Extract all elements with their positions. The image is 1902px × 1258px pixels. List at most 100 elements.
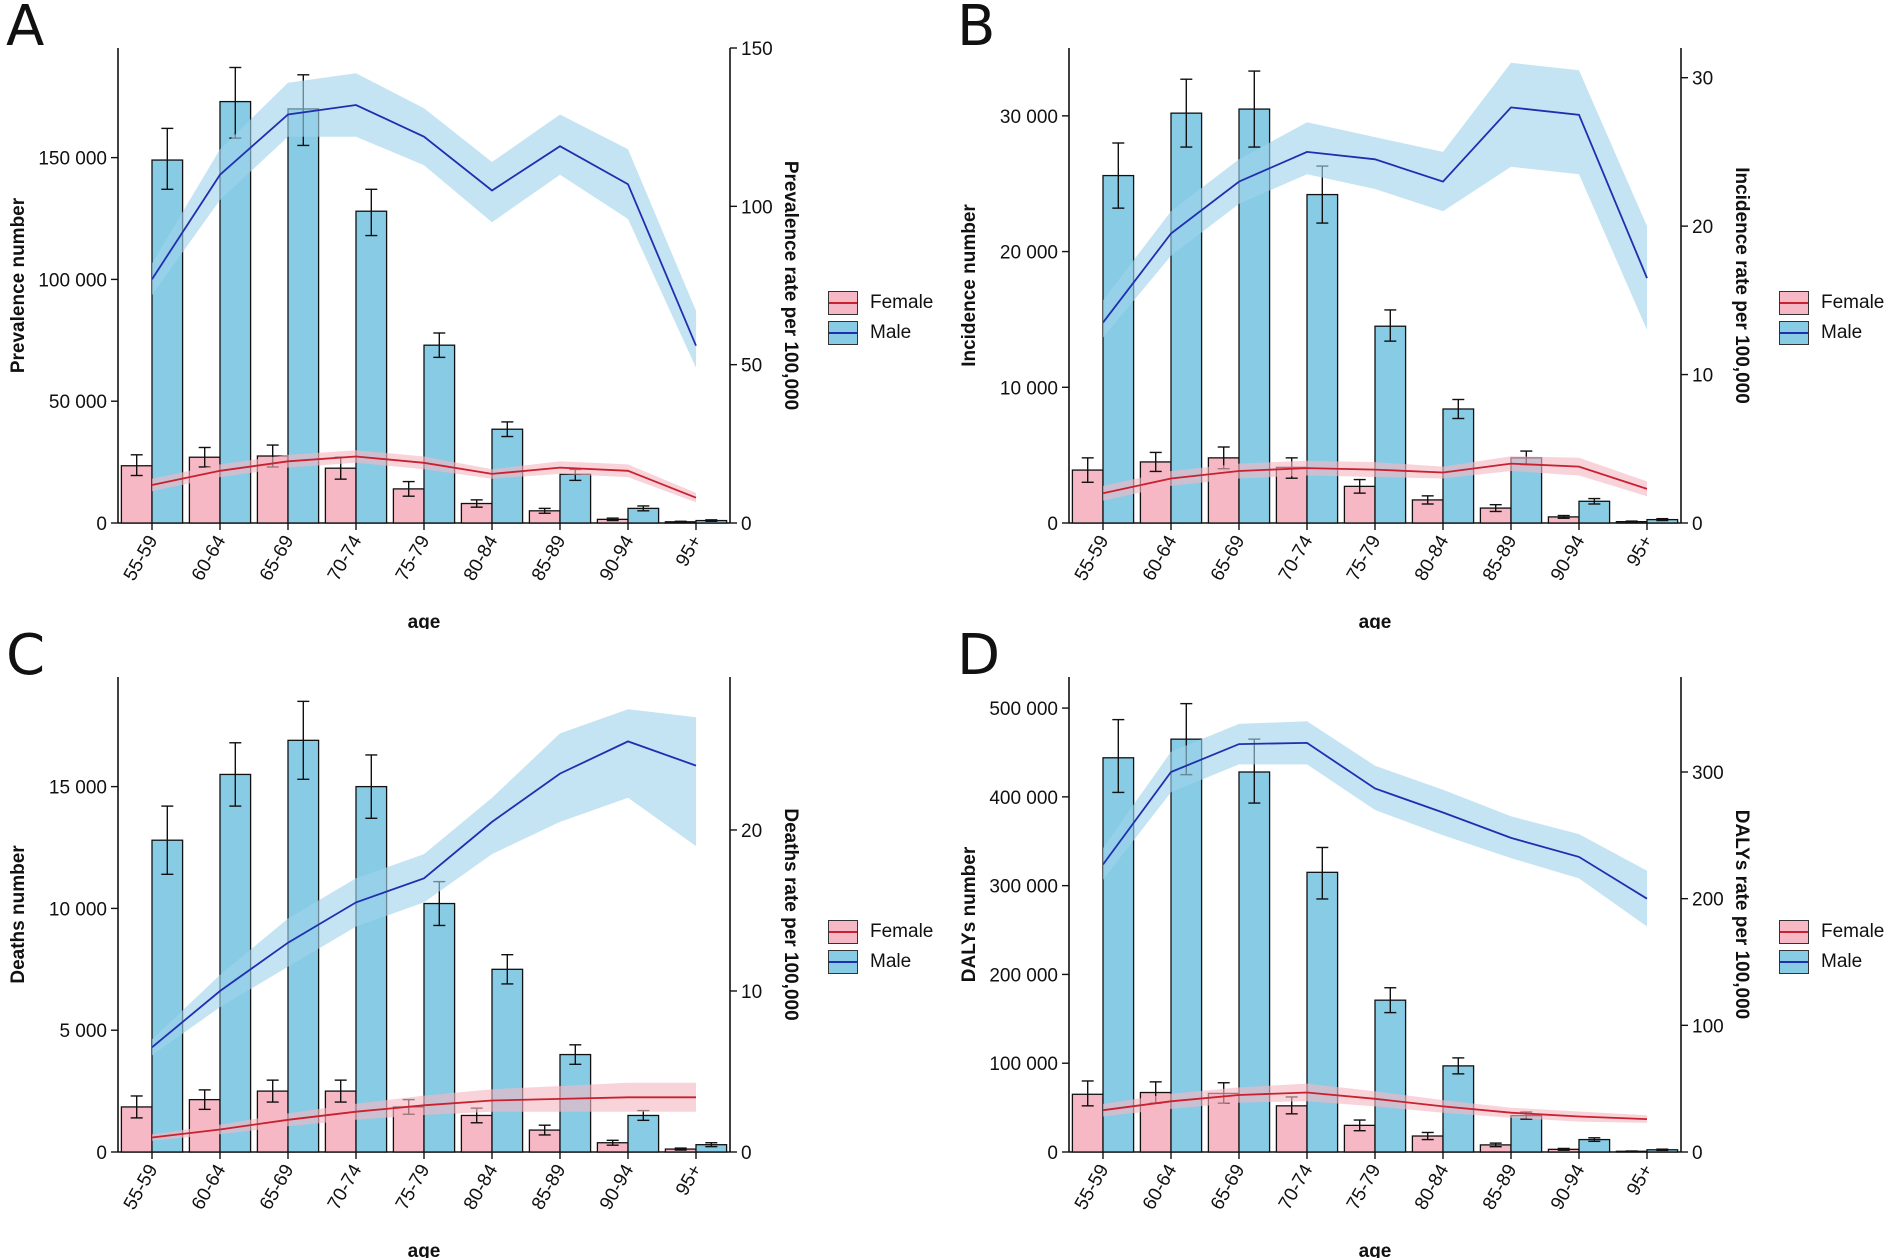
x-axis-title: age — [408, 1241, 441, 1258]
x-tick-label: 95+ — [672, 1161, 706, 1199]
male-rate-line — [151, 104, 697, 347]
female-rate-ribbon — [152, 450, 696, 503]
legend-label-female: Female — [870, 292, 934, 313]
female-legend-key — [1779, 920, 1809, 944]
male-rate-ribbon — [1103, 721, 1647, 927]
x-tick-label: 75-79 — [1343, 1161, 1385, 1214]
legend-item-female[interactable]: Female — [828, 288, 933, 318]
x-tick-label: 75-79 — [1343, 532, 1385, 585]
x-axis-title: age — [1359, 612, 1392, 629]
male-bar — [151, 159, 184, 524]
x-tick-label: 90-94 — [1547, 1161, 1590, 1214]
x-tick-label: 70-74 — [1275, 1161, 1318, 1214]
y-tick-label: 0 — [1047, 514, 1058, 535]
legend-item-female[interactable]: Female — [1779, 288, 1884, 318]
male-rate-line — [1102, 106, 1648, 324]
y-tick-label: 10 000 — [49, 899, 107, 920]
panel-letter: D — [957, 623, 1001, 688]
y-tick-label: 500 000 — [989, 699, 1058, 720]
x-tick-label: 60-64 — [188, 1161, 231, 1214]
chart-svg: 0 10 000 20 000 30 000 0 10 20 30 Incidence numb… — [959, 48, 1752, 629]
y2-tick-label: 300 — [1692, 763, 1724, 784]
male-bar — [355, 210, 388, 524]
legend-item-female[interactable]: Female — [828, 917, 933, 947]
panel-letter: A — [6, 0, 45, 59]
male-rate-ribbon — [1103, 62, 1647, 338]
y2-tick-label: 30 — [1692, 69, 1713, 90]
male-bar — [355, 785, 388, 1153]
y-tick-label: 0 — [1047, 1143, 1058, 1164]
legend: Female Male — [1779, 288, 1884, 348]
y2-axis-title: Incidence rate per 100,000 — [1731, 167, 1752, 404]
x-tick-label: 80-84 — [460, 1161, 503, 1214]
y-tick-label: 5 000 — [59, 1021, 107, 1042]
chart-svg: 0 50 000 100 000 150 000 0 50 100 150 Prevalence… — [8, 39, 801, 629]
x-tick-label: 55-59 — [1071, 1161, 1113, 1214]
legend-item-male[interactable]: Male — [1779, 947, 1884, 977]
y-axis-title: DALYs number — [959, 846, 980, 982]
male-bar — [491, 968, 524, 1153]
x-tick-label: 95+ — [1623, 532, 1657, 570]
x-tick-label: 65-69 — [256, 532, 298, 585]
y-tick-label: 30 000 — [1000, 107, 1058, 128]
legend-label-female: Female — [1821, 292, 1885, 313]
y-axis-title: Prevalence number — [8, 197, 29, 373]
male-rate-ribbon — [152, 709, 696, 1056]
female-legend-key — [828, 920, 858, 944]
y2-tick-label: 20 — [741, 821, 762, 842]
male-bar — [1170, 738, 1203, 1153]
x-tick-label: 75-79 — [392, 532, 434, 585]
y-tick-label: 20 000 — [1000, 243, 1058, 264]
x-tick-label: 80-84 — [1411, 1161, 1454, 1214]
male-rate-line — [151, 740, 697, 1048]
x-tick-label: 60-64 — [188, 532, 231, 585]
y-tick-label: 10 000 — [1000, 378, 1058, 399]
legend: Female Male — [828, 288, 933, 348]
y2-tick-label: 200 — [1692, 890, 1724, 911]
legend-item-male[interactable]: Male — [828, 318, 933, 348]
y2-tick-label: 50 — [741, 356, 762, 377]
x-tick-label: 95+ — [672, 532, 706, 570]
legend-item-male[interactable]: Male — [828, 947, 933, 977]
x-tick-label: 90-94 — [596, 1161, 639, 1214]
x-tick-label: 70-74 — [324, 1161, 367, 1214]
x-tick-label: 65-69 — [1207, 1161, 1249, 1214]
x-tick-label: 85-89 — [1479, 1161, 1521, 1214]
x-tick-label: 55-59 — [120, 1161, 162, 1214]
legend-item-male[interactable]: Male — [1779, 318, 1884, 348]
x-tick-label: 70-74 — [324, 532, 367, 585]
male-bar — [423, 344, 456, 524]
y-tick-label: 100 000 — [38, 270, 107, 291]
y-tick-label: 150 000 — [38, 149, 107, 170]
male-legend-key — [828, 950, 858, 974]
x-tick-label: 85-89 — [528, 1161, 570, 1214]
panel-c: C 0 5 000 10 000 15 000 0 10 20 Deaths number De… — [0, 623, 951, 1258]
male-bar — [1306, 871, 1339, 1153]
male-legend-key — [1779, 950, 1809, 974]
legend-label-female: Female — [1821, 921, 1885, 942]
x-tick-label: 85-89 — [528, 532, 570, 585]
y2-axis-title: Deaths rate per 100,000 — [780, 808, 801, 1020]
female-rate-ribbon — [1103, 456, 1647, 501]
legend-item-female[interactable]: Female — [1779, 917, 1884, 947]
female-rate-line — [1102, 462, 1648, 495]
x-tick-label: 55-59 — [1071, 532, 1113, 585]
male-bar — [1374, 325, 1407, 524]
y2-axis-title: Prevalence rate per 100,000 — [780, 161, 801, 410]
x-tick-label: 55-59 — [120, 532, 162, 585]
x-axis-title: age — [408, 612, 441, 629]
x-tick-label: 75-79 — [392, 1161, 434, 1214]
y-tick-label: 50 000 — [49, 392, 107, 413]
y-tick-label: 100 000 — [989, 1054, 1058, 1075]
y2-tick-label: 100 — [741, 197, 773, 218]
x-tick-label: 65-69 — [1207, 532, 1249, 585]
female-rate-line — [151, 455, 697, 499]
y2-tick-label: 10 — [1692, 366, 1713, 387]
x-tick-label: 60-64 — [1139, 532, 1182, 585]
y2-tick-label: 20 — [1692, 217, 1713, 238]
y2-tick-label: 0 — [741, 514, 752, 535]
female-legend-key — [1779, 291, 1809, 315]
male-bar — [1374, 999, 1407, 1153]
y-tick-label: 300 000 — [989, 877, 1058, 898]
x-tick-label: 60-64 — [1139, 1161, 1182, 1214]
